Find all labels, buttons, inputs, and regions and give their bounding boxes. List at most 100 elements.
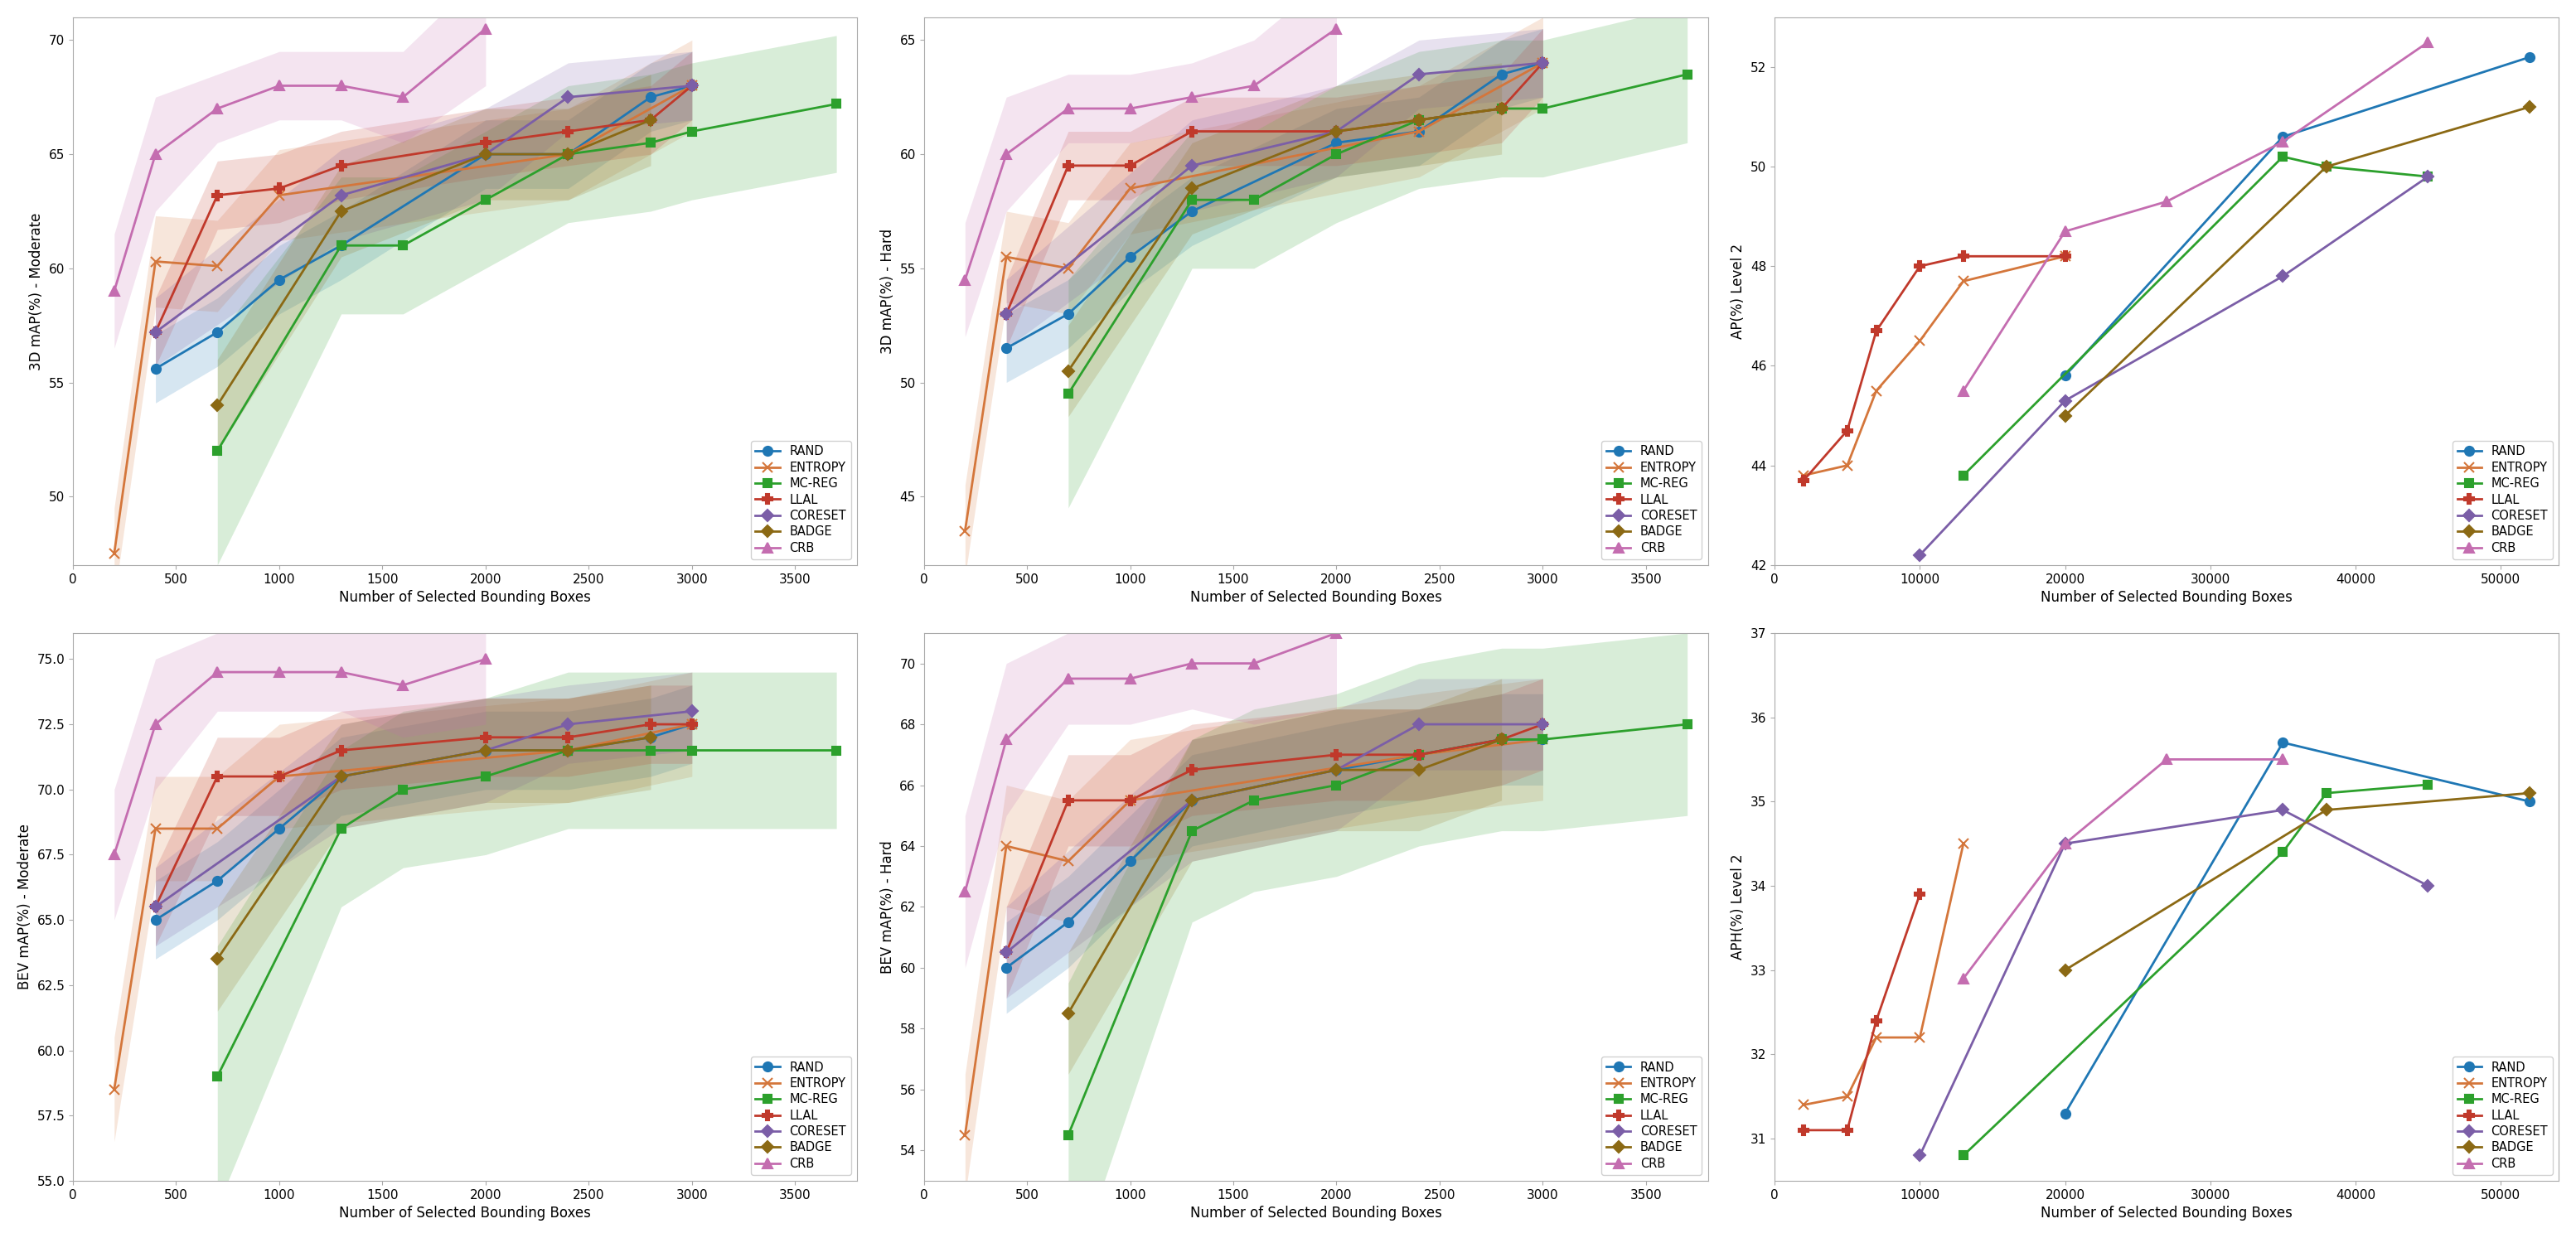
LLAL [139,324,170,339]
BADGE [636,113,667,128]
LLAL [139,900,170,915]
LLAL [1904,259,1935,274]
BADGE [1486,732,1517,747]
Line: CORESET: CORESET [1917,806,2432,1160]
Line: BADGE: BADGE [1064,104,1504,375]
MC-REG [1054,1128,1084,1143]
Line: ENTROPY: ENTROPY [108,719,698,1094]
LLAL [1404,748,1435,763]
CRB [471,21,502,36]
ENTROPY [139,254,170,269]
Line: RAND: RAND [1002,735,1548,972]
Line: MC-REG: MC-REG [1960,781,2432,1160]
Line: CRB: CRB [1958,37,2432,395]
Line: MC-REG: MC-REG [214,747,840,1081]
CRB [992,732,1023,747]
CRB [992,147,1023,162]
LLAL [1832,423,1862,438]
ENTROPY [1947,836,1978,851]
CRB [1177,656,1208,671]
MC-REG [2414,170,2445,184]
MC-REG [1404,113,1435,128]
CRB [1321,21,1352,36]
Line: MC-REG: MC-REG [1064,71,1692,397]
CORESET [2414,879,2445,894]
MC-REG [1672,717,1703,732]
Line: BADGE: BADGE [2061,789,2535,974]
LLAL [1486,102,1517,116]
MC-REG [2267,844,2298,859]
Line: CORESET: CORESET [1002,59,1546,318]
LLAL [471,730,502,745]
CRB [2267,134,2298,149]
ENTROPY [139,821,170,836]
ENTROPY [951,524,981,539]
ENTROPY [992,838,1023,853]
CORESET [471,147,502,162]
CORESET [1904,547,1935,562]
RAND [1321,135,1352,150]
CRB [951,884,981,899]
MC-REG [471,192,502,207]
ENTROPY [554,743,585,758]
ENTROPY [677,78,708,93]
CRB [1054,671,1084,686]
Legend: RAND, ENTROPY, MC-REG, LLAL, CORESET, BADGE, CRB: RAND, ENTROPY, MC-REG, LLAL, CORESET, BA… [750,1056,850,1175]
CRB [201,102,232,116]
Legend: RAND, ENTROPY, MC-REG, LLAL, CORESET, BADGE, CRB: RAND, ENTROPY, MC-REG, LLAL, CORESET, BA… [750,441,850,560]
ENTROPY [1528,732,1558,747]
RAND [554,147,585,162]
MC-REG [1239,192,1270,207]
Line: CORESET: CORESET [152,707,696,911]
RAND [636,89,667,104]
MC-REG [2267,150,2298,165]
Line: MC-REG: MC-REG [214,100,840,454]
RAND [263,272,294,287]
MC-REG [1528,732,1558,747]
MC-REG [2311,160,2342,175]
ENTROPY [201,259,232,274]
CORESET [554,89,585,104]
Line: LLAL: LLAL [1798,890,1924,1135]
BADGE [1321,124,1352,139]
RAND [1054,307,1084,322]
Line: CRB: CRB [961,629,1342,896]
LLAL [554,124,585,139]
RAND [677,717,708,732]
RAND [1528,732,1558,747]
ENTROPY [1904,333,1935,348]
ENTROPY [1115,792,1146,807]
CRB [98,284,129,298]
RAND [1404,748,1435,763]
MC-REG [1486,732,1517,747]
MC-REG [201,1068,232,1083]
CORESET [2050,394,2081,409]
RAND [325,769,355,784]
LLAL [1321,124,1352,139]
ENTROPY [1832,458,1862,473]
Line: RAND: RAND [2061,738,2535,1118]
LLAL [471,135,502,150]
Y-axis label: BEV mAP(%) - Moderate: BEV mAP(%) - Moderate [18,825,31,989]
X-axis label: Number of Selected Bounding Boxes: Number of Selected Bounding Boxes [1190,1206,1443,1221]
BADGE [2050,409,2081,423]
RAND [2514,794,2545,808]
Line: CORESET: CORESET [1002,721,1546,957]
BADGE [1486,102,1517,116]
CRB [1239,78,1270,93]
Line: ENTROPY: ENTROPY [961,734,1548,1140]
MC-REG [1486,102,1517,116]
LLAL [1788,1123,1819,1138]
CORESET [677,78,708,93]
LLAL [1528,717,1558,732]
MC-REG [1321,147,1352,162]
Line: LLAL: LLAL [1002,58,1548,318]
RAND [677,78,708,93]
Line: BADGE: BADGE [214,116,654,410]
RAND [1054,915,1084,930]
CRB [1054,102,1084,116]
ENTROPY [1404,124,1435,139]
RAND [201,324,232,339]
MC-REG [1239,792,1270,807]
ENTROPY [98,1082,129,1097]
